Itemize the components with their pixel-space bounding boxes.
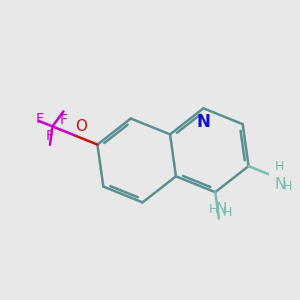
- Text: H: H: [283, 180, 292, 193]
- Text: H: H: [223, 206, 232, 219]
- Text: H: H: [274, 160, 284, 173]
- Text: N: N: [215, 202, 226, 217]
- Text: F: F: [46, 129, 54, 143]
- Text: F: F: [59, 113, 68, 127]
- Text: F: F: [36, 112, 43, 126]
- Text: O: O: [75, 119, 87, 134]
- Text: N: N: [196, 113, 210, 131]
- Text: N: N: [274, 176, 286, 191]
- Text: H: H: [208, 203, 218, 216]
